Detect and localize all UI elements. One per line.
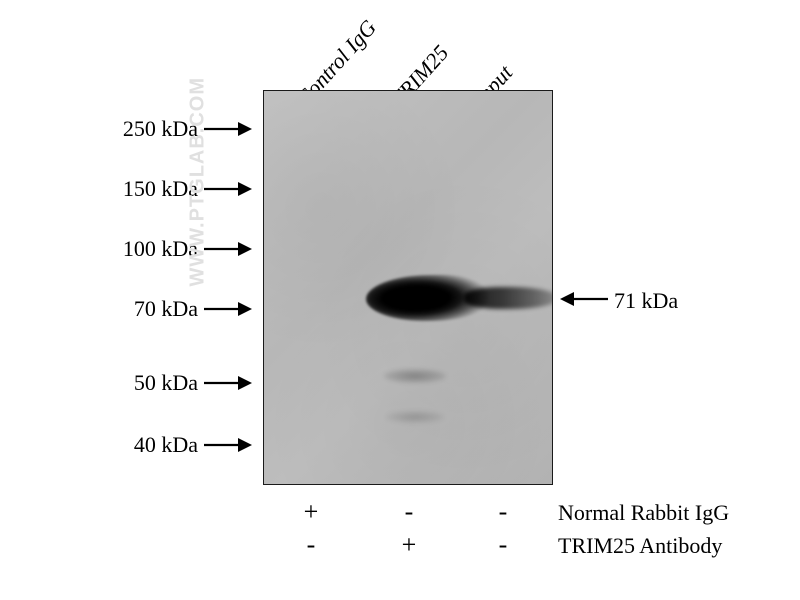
ladder-label: 50 kDa (98, 370, 198, 396)
western-blot-membrane (263, 90, 553, 485)
symbol-row1-lane3: - (488, 497, 518, 527)
symbol-row2-lane1: - (296, 530, 326, 560)
ladder-marker-50: 50 kDa (98, 370, 252, 396)
symbol-row2-lane3: - (488, 530, 518, 560)
arrow-right-icon (204, 181, 252, 197)
ladder-label: 150 kDa (98, 176, 198, 202)
reagent-label-2: TRIM25 Antibody (558, 533, 722, 559)
arrow-right-icon (204, 121, 252, 137)
arrow-right-icon (204, 301, 252, 317)
ladder-marker-150: 150 kDa (98, 176, 252, 202)
band-input-tail (464, 287, 553, 309)
symbol-row1-lane1: + (296, 497, 326, 527)
detected-band-row: 71 kDa (560, 288, 678, 314)
ladder-marker-250: 250 kDa (98, 116, 252, 142)
symbol-row1-lane2: - (394, 497, 424, 527)
figure-container: WWW.PTGLAB.COM Control IgG TRIM25 Input … (0, 0, 800, 600)
arrow-left-icon (560, 291, 608, 312)
watermark-text: WWW.PTGLAB.COM (187, 77, 210, 287)
ladder-label: 250 kDa (98, 116, 198, 142)
arrow-right-icon (204, 241, 252, 257)
arrow-right-icon (204, 375, 252, 391)
detected-band-label: 71 kDa (614, 288, 678, 314)
ladder-label: 40 kDa (98, 432, 198, 458)
ladder-label: 100 kDa (98, 236, 198, 262)
ladder-marker-40: 40 kDa (98, 432, 252, 458)
ladder-marker-100: 100 kDa (98, 236, 252, 262)
ladder-marker-70: 70 kDa (98, 296, 252, 322)
reagent-label-1: Normal Rabbit IgG (558, 500, 729, 526)
ladder-label: 70 kDa (98, 296, 198, 322)
band-faint-lower (386, 411, 444, 423)
band-faint-50kda (384, 369, 446, 383)
arrow-right-icon (204, 437, 252, 453)
symbol-row2-lane2: + (394, 530, 424, 560)
